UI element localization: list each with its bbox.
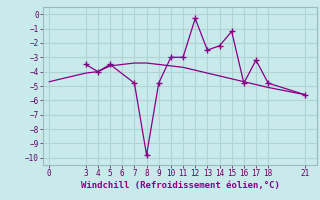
X-axis label: Windchill (Refroidissement éolien,°C): Windchill (Refroidissement éolien,°C): [81, 181, 279, 190]
